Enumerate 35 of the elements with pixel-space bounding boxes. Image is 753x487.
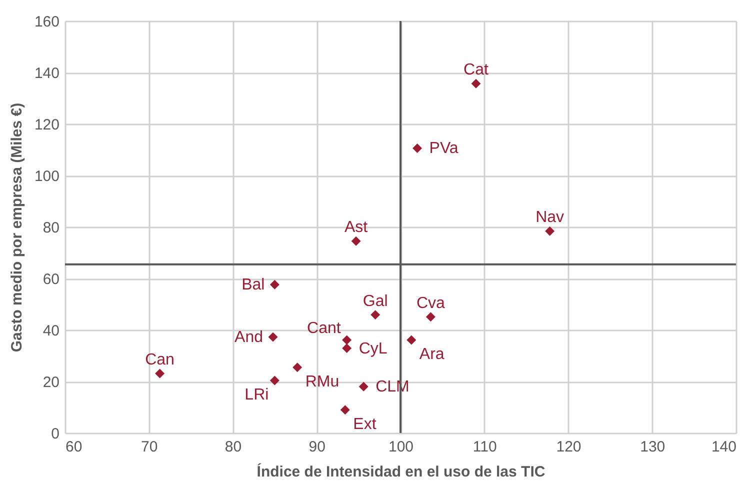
text: LRi <box>244 386 269 404</box>
text: Cva <box>416 294 445 312</box>
x-tick-label: 140 <box>711 438 736 456</box>
x-tick-label: 110 <box>472 438 497 456</box>
text: Ara <box>419 346 444 364</box>
y-tick-label: 160 <box>34 14 60 30</box>
text: Gal <box>362 292 388 310</box>
text: Nav <box>536 209 564 226</box>
x-axis-title: Índice de Intensidad en el uso de las TIC <box>256 462 546 480</box>
x-tick-label: 80 <box>224 438 242 456</box>
text: CyL <box>358 340 388 358</box>
y-tick-label: 80 <box>42 220 60 236</box>
text: And <box>234 328 264 346</box>
text: Ast <box>344 219 368 236</box>
text: RMu <box>305 373 340 390</box>
y-tick-label: 140 <box>34 65 60 82</box>
y-tick-label: 100 <box>34 168 60 185</box>
y-axis-title: Gasto medio por empresa (Miles €) <box>8 102 26 352</box>
y-tick-label: 120 <box>34 116 60 134</box>
text: PVa <box>429 140 458 158</box>
text: Cat <box>464 62 488 79</box>
y-tick-label: 40 <box>42 322 60 340</box>
text: Bal <box>242 276 265 294</box>
text: Ext <box>353 416 376 433</box>
x-tick-label: 90 <box>308 438 326 456</box>
text: Can <box>145 352 174 369</box>
x-tick-label: 120 <box>556 438 582 456</box>
text: Cant <box>307 320 341 338</box>
y-tick-label: 60 <box>42 271 60 288</box>
y-tick-label: 0 <box>51 426 60 442</box>
y-tick-label: 20 <box>42 374 60 391</box>
x-tick-label: 70 <box>141 438 158 456</box>
x-tick-label: 60 <box>66 438 82 456</box>
x-tick-label: 130 <box>640 438 666 456</box>
x-tick-label: 100 <box>388 438 414 456</box>
